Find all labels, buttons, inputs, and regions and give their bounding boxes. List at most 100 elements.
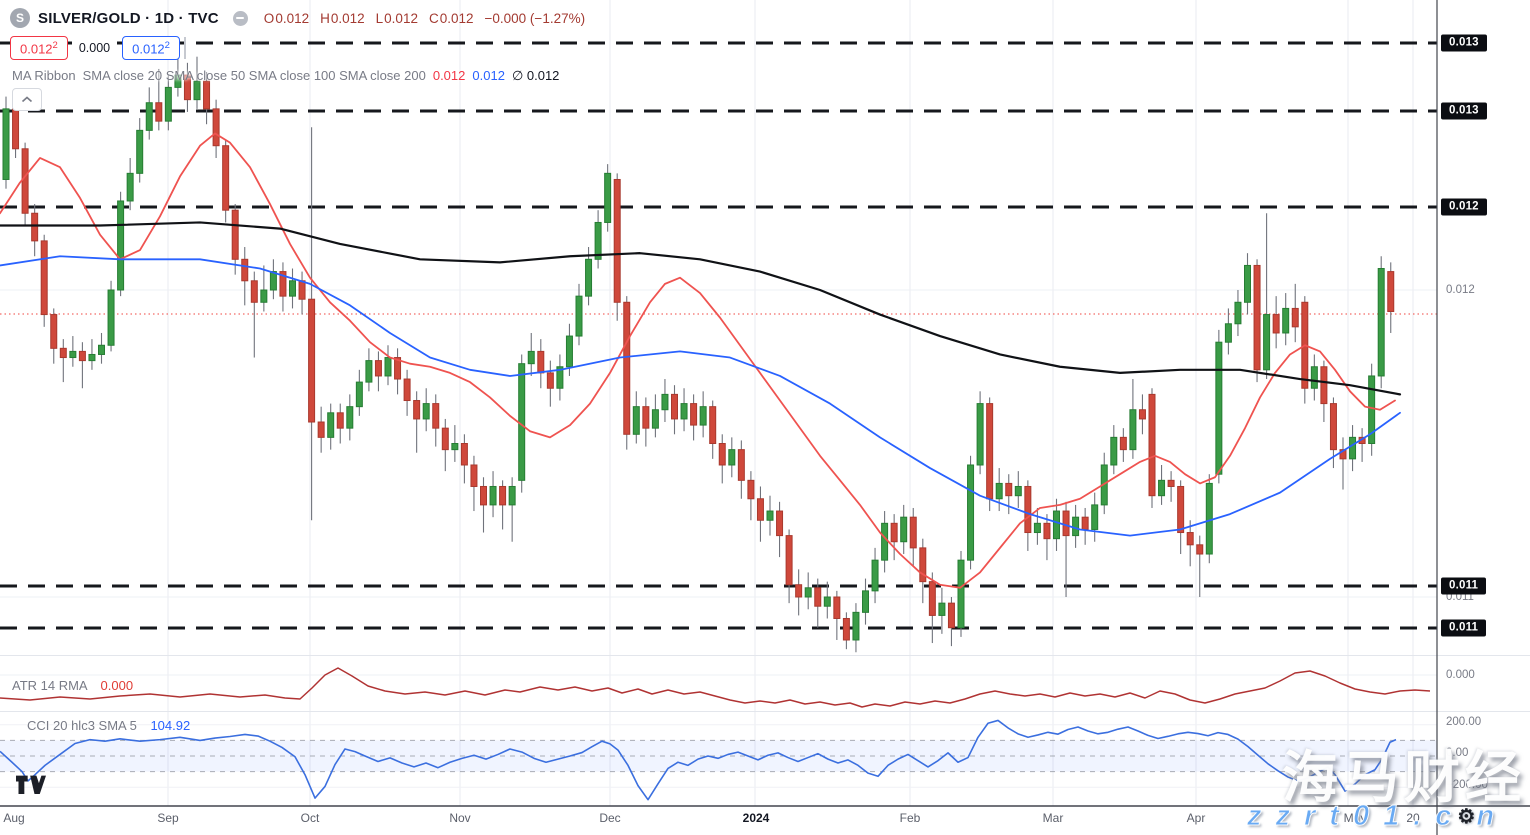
candle-up: [957, 559, 965, 629]
candle-down: [78, 350, 86, 362]
candle-up: [976, 403, 984, 466]
candle-up: [451, 443, 459, 451]
candle-up: [88, 353, 96, 362]
atr-legend[interactable]: ATR 14 RMA 0.000: [12, 678, 133, 693]
atr-axis-label: 0.000: [1446, 669, 1475, 681]
candle-up: [1091, 504, 1099, 530]
time-axis-label: May: [1343, 811, 1367, 825]
candle-up: [107, 289, 115, 346]
legend-resize-handle[interactable]: [183, 37, 187, 60]
ma-ribbon-params: SMA close 20 SMA close 50 SMA close 100 …: [82, 68, 426, 83]
ma-line-sma-100: [0, 255, 1401, 537]
tradingview-logo[interactable]: [16, 775, 46, 803]
ohlc-h: H0.012: [320, 10, 365, 26]
price-level-label: 0.011: [1441, 577, 1487, 595]
candle-down: [1339, 449, 1347, 460]
cci-axis-label: −200.00: [1446, 779, 1488, 791]
candle-down: [499, 485, 507, 506]
candle-down: [250, 280, 258, 303]
candle-down: [298, 280, 306, 300]
candle-down: [480, 485, 487, 506]
candle-down: [336, 412, 344, 429]
candle-down: [737, 449, 745, 481]
cci-legend[interactable]: CCI 20 hlc3 SMA 5 104.92: [27, 718, 190, 733]
candle-down: [50, 314, 58, 349]
value-box-red[interactable]: 0.0122: [10, 36, 68, 61]
candle-up: [136, 129, 144, 174]
candle-down: [403, 378, 411, 402]
candle-up: [1377, 268, 1385, 377]
candle-up: [489, 485, 497, 506]
candle-down: [546, 372, 554, 389]
candle-up: [260, 289, 268, 303]
cci-axis-label: 200.00: [1446, 716, 1482, 728]
candle-down: [12, 108, 20, 150]
candle-up: [422, 403, 430, 420]
candle-down: [1186, 532, 1194, 546]
candle-up: [1263, 314, 1271, 371]
price-level-label: 0.013: [1441, 34, 1487, 52]
candle-down: [642, 406, 650, 429]
collapse-legend-icon[interactable]: [232, 10, 248, 26]
symbol-title[interactable]: SILVER/GOLD · 1D · TVC: [38, 9, 219, 27]
candle-down: [203, 80, 211, 110]
collapse-indicators-button[interactable]: [12, 88, 42, 111]
value-box-blue[interactable]: 0.0122: [122, 36, 180, 61]
candle-up: [508, 485, 516, 506]
gear-icon[interactable]: ⚙: [1457, 805, 1476, 828]
candle-up: [995, 482, 1003, 500]
candle-up: [967, 464, 975, 561]
candle-down: [613, 178, 621, 303]
candle-down: [1043, 522, 1051, 540]
candle-up: [193, 80, 201, 101]
candle-up: [1033, 522, 1041, 534]
candle-down: [537, 350, 545, 374]
atr-label: ATR 14 RMA: [12, 678, 87, 693]
candle-up: [2, 108, 10, 180]
candle-down: [795, 584, 803, 598]
candle-up: [594, 221, 602, 260]
candle-down: [183, 74, 191, 101]
candle-down: [1196, 544, 1204, 555]
candle-up: [766, 510, 774, 521]
price-axis-label: 0.012: [1446, 284, 1475, 296]
candle-down: [1119, 436, 1127, 451]
ma-ribbon-legend[interactable]: MA Ribbon SMA close 20 SMA close 50 SMA …: [12, 68, 559, 84]
candle-down: [1329, 403, 1337, 451]
ohlc-o: O0.012: [263, 10, 310, 26]
candle-down: [623, 301, 631, 435]
candle-down: [747, 479, 755, 500]
time-axis-label: Mar: [1042, 811, 1064, 825]
time-axis-label: Feb: [899, 811, 921, 825]
ma-line-sma-200: [0, 221, 1402, 396]
candle-up: [823, 596, 831, 607]
candle-up: [1053, 510, 1060, 540]
ohlc-l: L0.012: [375, 10, 418, 26]
candle-up: [699, 406, 707, 426]
candle-down: [690, 403, 698, 426]
candle-down: [842, 617, 850, 641]
indicator-value-boxes: 0.0122 0.000 0.0122: [10, 36, 187, 61]
candle-down: [1387, 271, 1395, 312]
value-box-middle: 0.000: [71, 39, 118, 58]
candle-down: [919, 547, 927, 583]
time-axis-label: Aug: [3, 811, 25, 825]
site-watermark: zzrt01.c ⚙ n: [1246, 800, 1509, 833]
candle-down: [1138, 409, 1146, 420]
candle-up: [1158, 479, 1166, 497]
cci-axis-label: 0.00: [1446, 747, 1469, 759]
candle-up: [881, 522, 889, 561]
candle-down: [1320, 366, 1328, 405]
candle-up: [346, 406, 354, 429]
time-axis-label: Sep: [157, 811, 179, 825]
candle-down: [1024, 485, 1032, 534]
candle-up: [98, 344, 105, 355]
candle-up: [126, 172, 134, 202]
candle-down: [231, 209, 239, 260]
candle-up: [1368, 375, 1376, 444]
cci-band: [0, 740, 1437, 772]
candle-up: [269, 271, 277, 291]
candle-down: [890, 522, 898, 543]
candle-up: [1234, 301, 1242, 325]
